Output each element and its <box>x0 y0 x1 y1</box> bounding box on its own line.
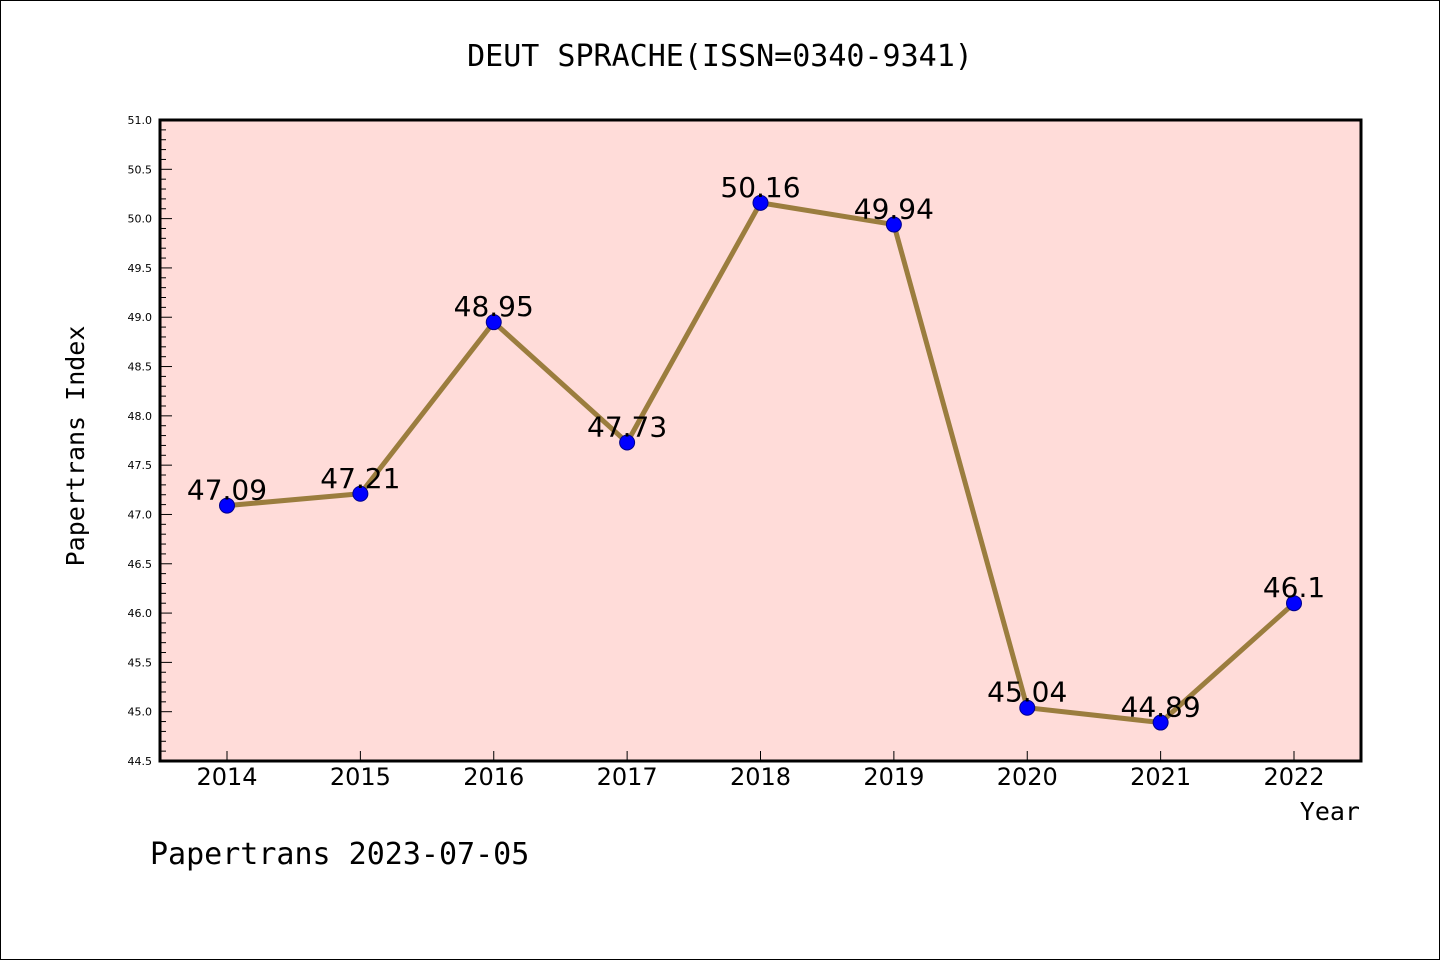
y-tick-label: 44.5 <box>128 755 153 768</box>
data-label: 47.21 <box>320 462 400 495</box>
data-point <box>1019 699 1036 716</box>
data-label: 45.04 <box>987 676 1067 709</box>
x-tick-label: 2017 <box>597 763 658 791</box>
y-tick-label: 46.0 <box>128 607 153 620</box>
x-tick-label: 2016 <box>463 763 524 791</box>
x-tick-label: 2014 <box>196 763 257 791</box>
y-tick-label: 50.0 <box>128 213 153 226</box>
data-label: 46.1 <box>1263 571 1325 604</box>
y-tick-label: 45.0 <box>128 706 153 719</box>
footer-note: Papertrans 2023-07-05 <box>150 837 529 872</box>
data-point <box>885 216 902 233</box>
y-tick-label: 48.0 <box>128 410 153 423</box>
y-tick-label: 49.0 <box>128 311 153 324</box>
data-label: 50.16 <box>720 171 800 204</box>
y-tick-label: 46.5 <box>128 558 153 571</box>
data-point <box>1152 714 1169 731</box>
data-label: 48.95 <box>454 290 534 323</box>
chart-title: DEUT SPRACHE(ISSN=0340-9341) <box>467 39 973 74</box>
x-tick-label: 2020 <box>997 763 1058 791</box>
data-label: 44.89 <box>1121 691 1201 724</box>
y-tick-label: 47.5 <box>128 459 153 472</box>
data-point <box>485 314 502 331</box>
data-label: 47.73 <box>587 410 667 443</box>
data-label: 47.09 <box>187 474 267 507</box>
x-tick-label: 2021 <box>1130 763 1191 791</box>
data-point <box>619 434 636 451</box>
y-tick-label: 45.5 <box>128 656 153 669</box>
y-axis-label: Papertrans Index <box>61 326 90 567</box>
x-tick-label: 2022 <box>1263 763 1324 791</box>
x-tick-label: 2019 <box>863 763 924 791</box>
plot-area <box>158 118 1363 763</box>
y-tick-label: 49.5 <box>128 262 153 275</box>
x-tick-label: 2018 <box>730 763 791 791</box>
data-label: 49.94 <box>854 193 934 226</box>
y-tick-label: 50.5 <box>128 163 153 176</box>
x-axis: 2014 2015 2016 2017 2018 2019 2020 2021 2022 <box>196 751 1325 791</box>
data-point <box>1286 595 1302 612</box>
y-tick-label: 51.0 <box>128 114 153 127</box>
y-tick-label: 48.5 <box>128 361 153 374</box>
data-point <box>352 485 369 502</box>
x-tick-label: 2015 <box>330 763 391 791</box>
data-point <box>752 194 769 211</box>
data-point <box>219 497 235 514</box>
y-axis: 44.5 45.0 45.5 46.0 46.5 47.0 47.5 48.0 48.5 49.0… <box>128 114 172 768</box>
series: 47.09 47.21 48.95 47.73 50.16 49.94 45.04 44.89… <box>187 171 1325 731</box>
y-tick-label: 47.0 <box>128 508 153 521</box>
x-axis-label: Year <box>1300 797 1360 826</box>
